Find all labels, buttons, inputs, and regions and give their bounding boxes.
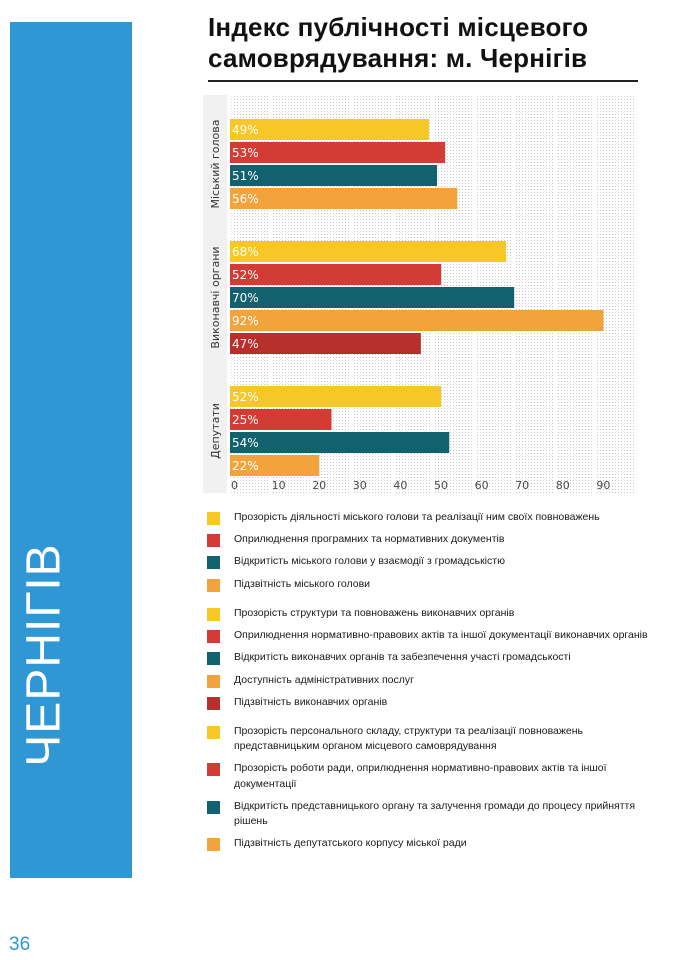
legend-item: Підзвітність депутатського корпусу міськ…	[207, 836, 667, 852]
legend-label: Відкритість представницького органу та з…	[234, 799, 636, 828]
legend-item: Доступність адміністративних послуг	[207, 673, 667, 688]
bar-1-0	[230, 241, 507, 262]
legend-swatch	[207, 607, 220, 621]
legend-item: Оприлюднення програмних та нормативних д…	[207, 532, 667, 548]
page-title: Індекс публічності місцевого самоврядува…	[208, 12, 589, 73]
bar-0-2	[230, 165, 438, 186]
legend-label: Прозорість роботи ради, оприлюднення нор…	[234, 762, 607, 790]
bar-2-3	[230, 455, 320, 476]
bar-label-2-1: 25%	[232, 413, 259, 427]
bar-2-2	[230, 432, 450, 453]
group-label-1: Виконавчі органи	[209, 246, 222, 348]
tick-label-20: 20	[312, 479, 326, 492]
legend-swatch	[207, 534, 220, 548]
group-label-0: Міський голова	[209, 119, 222, 208]
bar-label-1-3: 92%	[232, 314, 259, 328]
bar-1-1	[230, 264, 442, 285]
group-label-column	[203, 95, 227, 493]
group-label-2: Депутати	[209, 403, 222, 459]
legend-swatch	[207, 556, 220, 570]
legend-group-2: Прозорість персонального складу, структу…	[207, 724, 667, 852]
legend-label: Відкритість міського голови у взаємодії …	[234, 555, 505, 568]
bar-2-0	[230, 386, 442, 407]
bar-1-3	[230, 310, 604, 331]
tick-label-10: 10	[272, 479, 286, 492]
legend-item: Прозорість діяльності міського голови та…	[207, 510, 667, 525]
bar-0-3	[230, 188, 458, 209]
bar-label-1-0: 68%	[232, 245, 259, 259]
legend-item: Відкритість міського голови у взаємодії …	[207, 554, 667, 570]
legend: Прозорість діяльності міського голови та…	[207, 510, 667, 866]
bar-1-4	[230, 333, 421, 354]
legend-label: Прозорість персонального складу, структу…	[234, 724, 584, 753]
bar-2-1	[230, 409, 332, 430]
tick-label-60: 60	[475, 479, 489, 492]
legend-item: Підзвітність міського голови	[207, 577, 667, 592]
legend-swatch	[207, 696, 220, 710]
bar-label-2-0: 52%	[232, 390, 259, 404]
legend-label: Прозорість діяльності міського голови та…	[234, 511, 600, 523]
tick-label-80: 80	[556, 479, 570, 492]
legend-item: Прозорість персонального складу, структу…	[207, 724, 667, 754]
city-label: ЧЕРНІГІВ	[17, 543, 71, 767]
tick-label-70: 70	[515, 479, 529, 492]
bar-label-2-2: 54%	[232, 436, 259, 450]
tick-label-40: 40	[393, 479, 407, 492]
city-sidebar	[10, 22, 132, 878]
legend-swatch	[207, 800, 220, 814]
bar-label-1-4: 47%	[232, 337, 259, 351]
legend-label: Прозорість структури та повноважень вико…	[234, 606, 515, 619]
page-number: 36	[9, 934, 31, 955]
legend-swatch	[207, 725, 220, 739]
bar-chart: Міський голова Виконавчі органи Депутати 4…	[203, 95, 636, 493]
legend-swatch	[207, 512, 220, 525]
legend-label: Оприлюднення нормативно-правових актів т…	[234, 629, 648, 642]
legend-swatch	[207, 630, 220, 644]
legend-label: Підзвітність міського голови	[234, 577, 371, 590]
legend-label: Підзвітність депутатського корпусу міськ…	[234, 837, 467, 850]
legend-item: Підзвітність виконавчих органів	[207, 695, 667, 710]
legend-label: Оприлюднення програмних та нормативних д…	[234, 533, 505, 546]
legend-group-1: Прозорість структури та повноважень вико…	[207, 606, 667, 710]
legend-swatch	[207, 674, 220, 688]
legend-label: Доступність адміністративних послуг	[234, 673, 414, 686]
tick-label-50: 50	[434, 479, 448, 492]
bar-label-2-3: 22%	[232, 459, 259, 473]
bar-0-1	[230, 142, 446, 163]
bar-label-1-2: 70%	[232, 291, 259, 305]
legend-swatch	[207, 838, 220, 852]
legend-swatch	[207, 578, 220, 592]
legend-item: Відкритість виконавчих органів та забезп…	[207, 650, 667, 666]
bar-label-0-1: 53%	[232, 146, 259, 160]
legend-label: Підзвітність виконавчих органів	[234, 695, 388, 708]
title-divider	[208, 80, 638, 82]
bar-label-0-0: 49%	[232, 123, 259, 137]
tick-label-90: 90	[596, 479, 610, 492]
bar-label-0-2: 51%	[232, 169, 259, 183]
legend-swatch	[207, 763, 220, 777]
legend-item: Відкритість представницького органу та з…	[207, 799, 667, 829]
legend-group-0: Прозорість діяльності міського голови та…	[207, 510, 667, 592]
legend-item: Прозорість структури та повноважень вико…	[207, 606, 667, 621]
bar-label-0-3: 56%	[232, 192, 259, 206]
legend-item: Прозорість роботи ради, оприлюднення нор…	[207, 761, 667, 791]
legend-swatch	[207, 652, 220, 666]
tick-label-0: 0	[231, 479, 238, 492]
tick-label-30: 30	[353, 479, 367, 492]
legend-label: Відкритість виконавчих органів та забезп…	[234, 651, 571, 664]
bar-1-2	[230, 287, 515, 308]
bar-label-1-1: 52%	[232, 268, 259, 282]
bar-0-0	[230, 119, 429, 140]
legend-item: Оприлюднення нормативно-правових актів т…	[207, 628, 667, 644]
